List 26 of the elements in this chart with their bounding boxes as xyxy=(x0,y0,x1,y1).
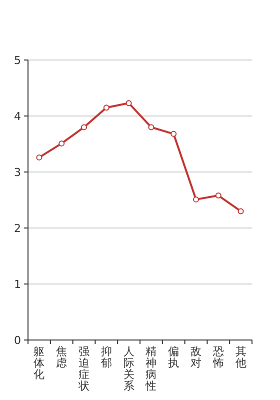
point xyxy=(215,192,222,199)
point xyxy=(36,154,42,160)
x-tick-label: 精神病性 xyxy=(144,345,157,392)
x-tick-label: 人际关系 xyxy=(123,345,134,392)
y-tick-label: 4 xyxy=(14,110,21,123)
point xyxy=(238,208,244,214)
x-tick-label: 焦虑 xyxy=(56,345,68,370)
x-tick-label: 躯体化 xyxy=(34,345,45,381)
y-tick-label: 1 xyxy=(14,278,21,291)
x-tick-label: 抑郁 xyxy=(100,345,112,370)
y-tick-label: 3 xyxy=(14,166,21,179)
y-tick-label: 5 xyxy=(14,54,21,67)
x-tick-label: 偏执 xyxy=(168,345,180,370)
x-tick-label: 恐怖 xyxy=(212,345,224,370)
point xyxy=(81,124,87,130)
x-tick-label: 其他 xyxy=(235,345,246,370)
point xyxy=(58,140,65,146)
point xyxy=(103,104,110,111)
y-tick-label: 2 xyxy=(14,222,21,235)
x-tick-label: 强迫症状 xyxy=(78,345,90,392)
point xyxy=(170,130,177,137)
point xyxy=(193,196,199,202)
point xyxy=(126,100,132,106)
x-tick-label: 敌对 xyxy=(190,345,202,370)
y-tick-label: 0 xyxy=(14,334,21,347)
point xyxy=(148,124,154,130)
